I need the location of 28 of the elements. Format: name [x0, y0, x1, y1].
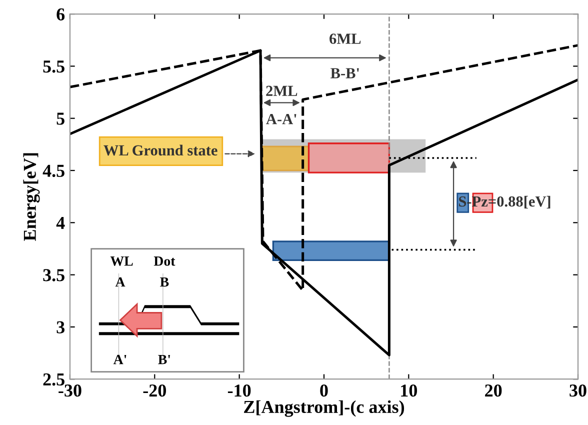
annotation: Dot	[154, 256, 176, 266]
annotation: WL	[110, 256, 133, 266]
annotation: B	[160, 277, 169, 287]
annotation: A-A'	[266, 114, 296, 124]
annotation: B-B'	[330, 68, 359, 78]
x-tick-label: 30	[570, 384, 586, 397]
annotation: WL Ground state	[104, 144, 218, 156]
annotation: B'	[158, 354, 170, 364]
y-tick-label: 4.5	[42, 164, 64, 178]
y-tick-label: 4	[56, 217, 65, 229]
y-axis-title: Energy[eV]	[23, 153, 40, 241]
annotation: 2ML	[266, 86, 298, 96]
x-tick-label: -20	[143, 384, 166, 397]
y-tick-label: 2.5	[43, 373, 64, 386]
y-tick-label: 5.5	[43, 60, 64, 73]
y-tick-label: 5	[56, 112, 64, 125]
x-tick-label: 0	[320, 384, 328, 397]
annotation: A'	[113, 354, 126, 364]
x-tick-label: 20	[485, 384, 502, 397]
x-tick-label: 10	[401, 384, 417, 397]
annotation: 6ML	[330, 34, 361, 44]
x-tick-label: -30	[58, 384, 82, 397]
x-tick-label: -10	[228, 384, 251, 397]
y-tick-label: 3	[56, 321, 64, 334]
y-tick-label: 3.5	[43, 269, 64, 282]
x-axis-title: Z[Angstrom]-(c axis)	[244, 400, 404, 417]
annotation: A	[115, 277, 126, 287]
y-tick-label: 6	[56, 8, 65, 20]
